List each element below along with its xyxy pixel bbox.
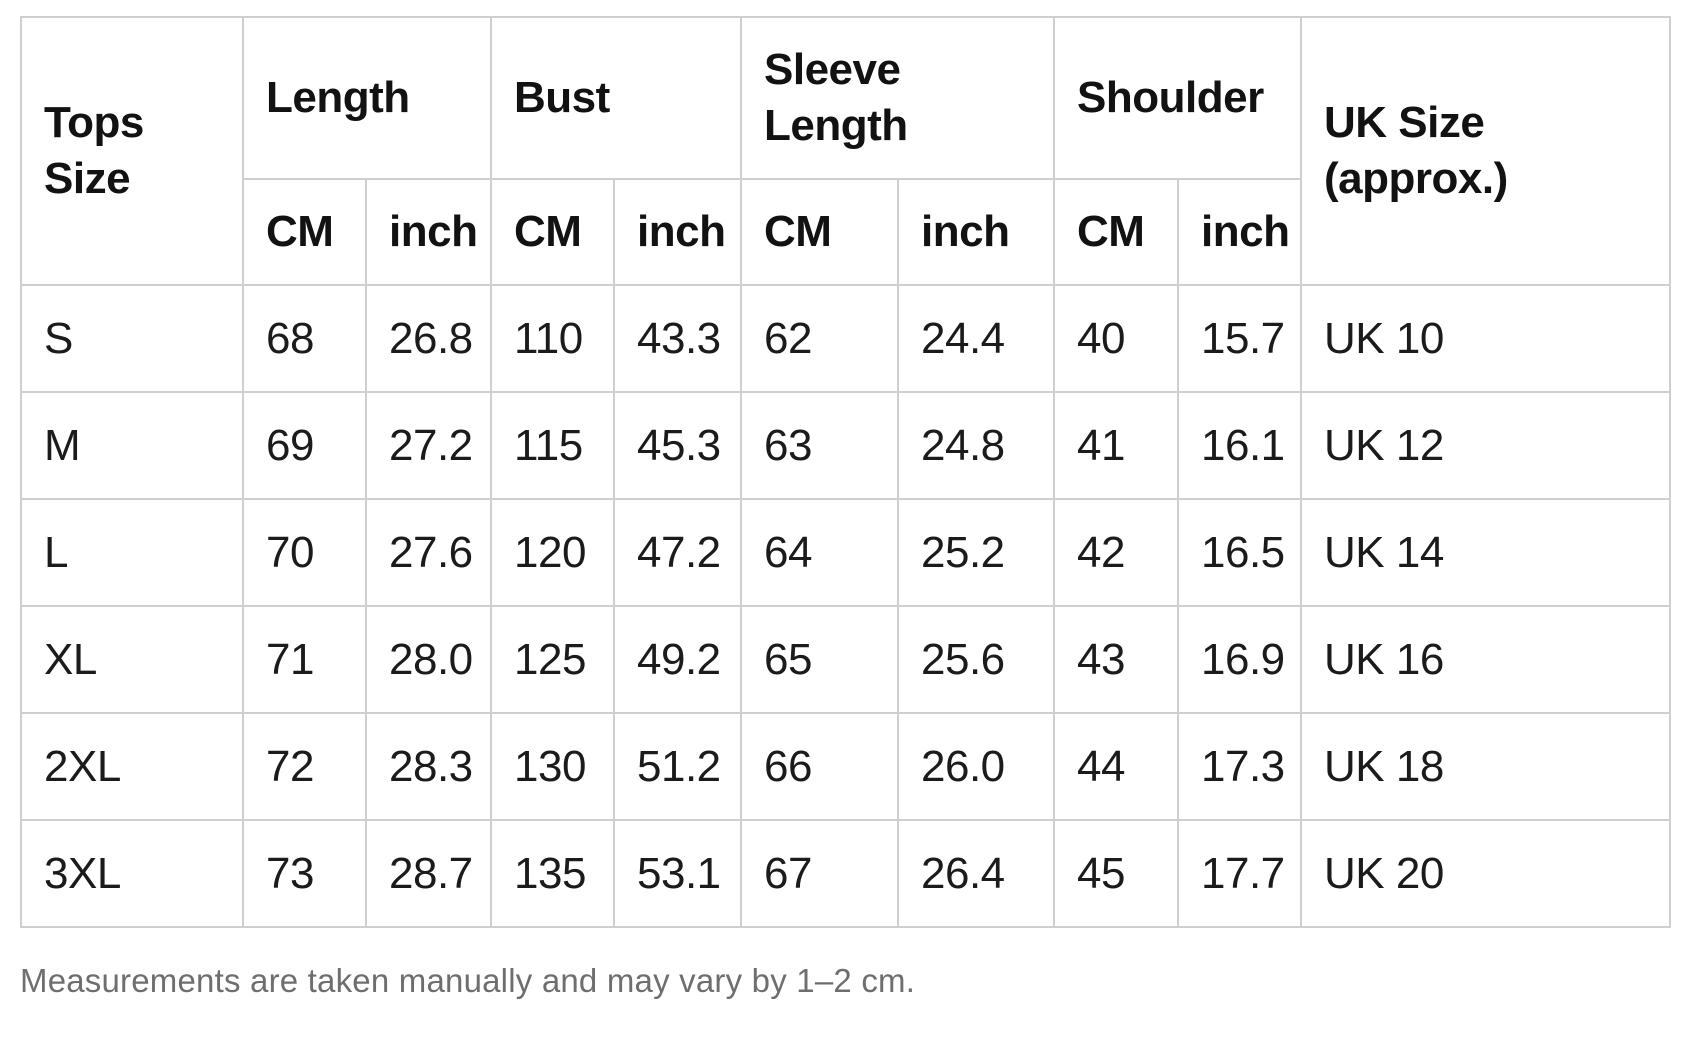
size-cell: M xyxy=(20,391,244,500)
value-cell: 51.2 xyxy=(613,712,743,821)
uk-size-cell: UK 18 xyxy=(1300,712,1672,821)
group-header-shoulder: Shoulder xyxy=(1053,16,1303,180)
size-cell: 3XL xyxy=(20,819,244,928)
value-cell: 68 xyxy=(242,284,367,393)
value-cell: 41 xyxy=(1053,391,1180,500)
value-cell: 73 xyxy=(242,819,367,928)
table-row: L 70 27.6 120 47.2 64 25.2 42 16.5 UK 14 xyxy=(20,498,1672,607)
value-cell: 110 xyxy=(490,284,616,393)
value-cell: 130 xyxy=(490,712,616,821)
group-header-length: Length xyxy=(241,16,493,180)
value-cell: 26.4 xyxy=(897,819,1056,928)
value-cell: 16.5 xyxy=(1177,498,1303,607)
value-cell: 40 xyxy=(1053,284,1180,393)
value-cell: 64 xyxy=(740,498,900,607)
uk-size-cell: UK 20 xyxy=(1300,819,1672,928)
value-cell: 49.2 xyxy=(613,605,743,714)
value-cell: 67 xyxy=(740,819,900,928)
units-header-row: CM inch CM inch CM inch CM inch xyxy=(21,178,1670,286)
value-cell: 26.0 xyxy=(897,712,1056,821)
measurement-note: Measurements are taken manually and may … xyxy=(20,962,916,999)
size-guide-section: Tops Size Length Bust Sleeve Length Shou… xyxy=(20,16,1672,1000)
unit-header-shoulder-inch: inch xyxy=(1177,178,1303,286)
uk-size-cell: UK 16 xyxy=(1300,605,1672,714)
size-cell: L xyxy=(20,498,244,607)
value-cell: 27.6 xyxy=(364,498,493,607)
value-cell: 125 xyxy=(490,605,616,714)
unit-header-length-cm: CM xyxy=(242,178,367,286)
value-cell: 45 xyxy=(1053,819,1180,928)
size-cell: S xyxy=(20,284,244,393)
group-header-row: Tops Size Length Bust Sleeve Length Shou… xyxy=(20,16,1672,286)
value-cell: 135 xyxy=(490,819,616,928)
unit-header-bust-inch: inch xyxy=(613,178,743,286)
value-cell: 28.7 xyxy=(364,819,493,928)
tops-size-header: Tops Size xyxy=(20,16,244,286)
unit-header-sleeve-cm: CM xyxy=(740,178,900,286)
value-cell: 65 xyxy=(740,605,900,714)
value-cell: 25.6 xyxy=(897,605,1056,714)
value-cell: 53.1 xyxy=(613,819,743,928)
value-cell: 16.9 xyxy=(1177,605,1303,714)
table-row: S 68 26.8 110 43.3 62 24.4 40 15.7 UK 10 xyxy=(20,284,1672,393)
unit-header-length-inch: inch xyxy=(364,178,493,286)
value-cell: 66 xyxy=(740,712,900,821)
value-cell: 42 xyxy=(1053,498,1180,607)
value-cell: 43 xyxy=(1053,605,1180,714)
unit-header-bust-cm: CM xyxy=(490,178,616,286)
uk-size-cell: UK 14 xyxy=(1300,498,1672,607)
value-cell: 17.3 xyxy=(1177,712,1303,821)
sleeve-length-header-label: Sleeve Length xyxy=(764,45,908,150)
value-cell: 25.2 xyxy=(897,498,1056,607)
size-cell: 2XL xyxy=(20,712,244,821)
uk-size-header-label: UK Size (approx.) xyxy=(1324,98,1508,203)
value-cell: 45.3 xyxy=(613,391,743,500)
group-header-bust: Bust xyxy=(490,16,743,180)
value-cell: 71 xyxy=(242,605,367,714)
value-cell: 16.1 xyxy=(1177,391,1303,500)
uk-size-cell: UK 12 xyxy=(1300,391,1672,500)
value-cell: 47.2 xyxy=(613,498,743,607)
value-cell: 72 xyxy=(242,712,367,821)
value-cell: 27.2 xyxy=(364,391,493,500)
value-cell: 28.0 xyxy=(364,605,493,714)
value-cell: 24.4 xyxy=(897,284,1056,393)
table-body: S 68 26.8 110 43.3 62 24.4 40 15.7 UK 10 M 69 27.2 11… xyxy=(20,284,1672,928)
table-row: M 69 27.2 115 45.3 63 24.8 41 16.1 UK 12 xyxy=(20,391,1672,500)
value-cell: 120 xyxy=(490,498,616,607)
unit-header-sleeve-inch: inch xyxy=(897,178,1056,286)
value-cell: 28.3 xyxy=(364,712,493,821)
size-chart-table: Tops Size Length Bust Sleeve Length Shou… xyxy=(20,16,1672,928)
value-cell: 15.7 xyxy=(1177,284,1303,393)
uk-size-header: UK Size (approx.) xyxy=(1300,16,1672,286)
group-header-sleeve-length: Sleeve Length xyxy=(740,16,1056,180)
table-row: 2XL 72 28.3 130 51.2 66 26.0 44 17.3 UK 18 xyxy=(20,712,1672,821)
value-cell: 17.7 xyxy=(1177,819,1303,928)
unit-header-shoulder-cm: CM xyxy=(1053,178,1180,286)
table-header: Tops Size Length Bust Sleeve Length Shou… xyxy=(20,16,1672,286)
value-cell: 44 xyxy=(1053,712,1180,821)
value-cell: 70 xyxy=(242,498,367,607)
value-cell: 62 xyxy=(740,284,900,393)
value-cell: 115 xyxy=(490,391,616,500)
tops-size-header-label: Tops Size xyxy=(44,98,144,203)
uk-size-cell: UK 10 xyxy=(1300,284,1672,393)
value-cell: 69 xyxy=(242,391,367,500)
value-cell: 63 xyxy=(740,391,900,500)
size-cell: XL xyxy=(20,605,244,714)
value-cell: 43.3 xyxy=(613,284,743,393)
value-cell: 24.8 xyxy=(897,391,1056,500)
table-row: 3XL 73 28.7 135 53.1 67 26.4 45 17.7 UK 20 xyxy=(20,819,1672,928)
table-row: XL 71 28.0 125 49.2 65 25.6 43 16.9 UK 16 xyxy=(20,605,1672,714)
value-cell: 26.8 xyxy=(364,284,493,393)
